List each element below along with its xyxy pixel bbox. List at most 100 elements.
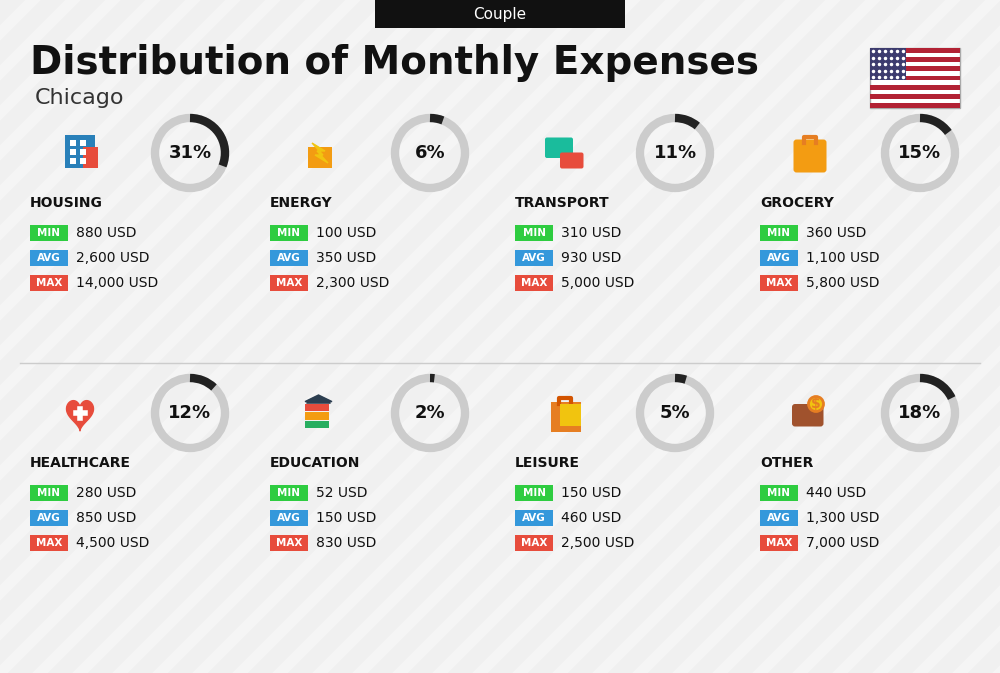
FancyBboxPatch shape [515,250,553,266]
Text: OTHER: OTHER [760,456,813,470]
Text: AVG: AVG [767,513,791,523]
FancyBboxPatch shape [305,412,329,419]
FancyBboxPatch shape [80,139,86,145]
Text: HEALTHCARE: HEALTHCARE [30,456,131,470]
Text: $: $ [811,397,821,411]
FancyBboxPatch shape [270,225,308,241]
Text: MIN: MIN [522,228,546,238]
FancyBboxPatch shape [794,139,826,172]
Text: Chicago: Chicago [35,88,124,108]
FancyBboxPatch shape [515,510,553,526]
FancyBboxPatch shape [560,153,584,168]
Text: 4,500 USD: 4,500 USD [76,536,149,550]
FancyBboxPatch shape [760,225,798,241]
FancyBboxPatch shape [65,135,95,168]
Text: MAX: MAX [276,538,302,548]
FancyBboxPatch shape [870,48,906,80]
FancyBboxPatch shape [870,48,960,52]
Text: MIN: MIN [38,228,60,238]
FancyBboxPatch shape [792,404,824,427]
FancyBboxPatch shape [30,275,68,291]
Polygon shape [312,143,328,163]
FancyBboxPatch shape [70,157,76,164]
FancyBboxPatch shape [30,535,68,551]
FancyBboxPatch shape [30,485,68,501]
Text: 7,000 USD: 7,000 USD [806,536,879,550]
Polygon shape [67,400,93,431]
Text: 150 USD: 150 USD [561,486,621,500]
FancyBboxPatch shape [308,147,332,168]
Text: 52 USD: 52 USD [316,486,368,500]
Text: 310 USD: 310 USD [561,226,621,240]
FancyBboxPatch shape [80,157,86,164]
FancyBboxPatch shape [270,275,308,291]
FancyBboxPatch shape [270,250,308,266]
FancyBboxPatch shape [870,104,960,108]
Text: LEISURE: LEISURE [515,456,580,470]
Text: 100 USD: 100 USD [316,226,376,240]
FancyBboxPatch shape [270,535,308,551]
FancyBboxPatch shape [305,404,329,411]
Circle shape [808,396,824,411]
FancyBboxPatch shape [305,421,329,428]
Text: 350 USD: 350 USD [316,251,376,265]
Text: MIN: MIN [768,228,790,238]
FancyBboxPatch shape [70,149,76,155]
Text: MIN: MIN [278,228,300,238]
FancyBboxPatch shape [30,510,68,526]
Text: 280 USD: 280 USD [76,486,136,500]
Text: MAX: MAX [521,538,547,548]
FancyBboxPatch shape [870,85,960,90]
Text: 5,000 USD: 5,000 USD [561,276,634,290]
Text: 11%: 11% [653,144,697,162]
FancyBboxPatch shape [560,404,580,425]
Text: Couple: Couple [473,7,527,22]
Text: Distribution of Monthly Expenses: Distribution of Monthly Expenses [30,44,759,82]
Text: 1,100 USD: 1,100 USD [806,251,880,265]
FancyBboxPatch shape [870,75,960,80]
Text: 2,500 USD: 2,500 USD [561,536,634,550]
Text: 460 USD: 460 USD [561,511,621,525]
FancyBboxPatch shape [515,275,553,291]
Text: MIN: MIN [278,488,300,498]
Text: 2,300 USD: 2,300 USD [316,276,389,290]
FancyBboxPatch shape [760,250,798,266]
Text: 6%: 6% [415,144,445,162]
Text: 5%: 5% [660,404,690,422]
Text: 880 USD: 880 USD [76,226,136,240]
FancyBboxPatch shape [870,67,960,71]
Text: 150 USD: 150 USD [316,511,376,525]
Text: AVG: AVG [522,513,546,523]
Text: MAX: MAX [36,278,62,288]
Text: MAX: MAX [36,538,62,548]
Text: 31%: 31% [168,144,212,162]
FancyBboxPatch shape [870,57,960,62]
FancyBboxPatch shape [760,535,798,551]
Text: 18%: 18% [898,404,942,422]
Text: EDUCATION: EDUCATION [270,456,360,470]
FancyBboxPatch shape [83,147,98,168]
FancyBboxPatch shape [30,250,68,266]
Text: 360 USD: 360 USD [806,226,866,240]
FancyBboxPatch shape [270,510,308,526]
FancyBboxPatch shape [760,275,798,291]
Text: 930 USD: 930 USD [561,251,621,265]
Text: 1,300 USD: 1,300 USD [806,511,880,525]
Text: 850 USD: 850 USD [76,511,136,525]
Text: AVG: AVG [767,253,791,263]
Text: HOUSING: HOUSING [30,196,103,210]
Text: 14,000 USD: 14,000 USD [76,276,158,290]
FancyBboxPatch shape [515,225,553,241]
Text: 15%: 15% [898,144,942,162]
FancyBboxPatch shape [551,402,580,431]
Text: MAX: MAX [276,278,302,288]
Text: MAX: MAX [521,278,547,288]
FancyBboxPatch shape [760,510,798,526]
FancyBboxPatch shape [80,149,86,155]
FancyBboxPatch shape [870,94,960,99]
Text: 2%: 2% [415,404,445,422]
Text: TRANSPORT: TRANSPORT [515,196,610,210]
FancyBboxPatch shape [30,225,68,241]
Text: MIN: MIN [38,488,60,498]
Text: MAX: MAX [766,538,792,548]
